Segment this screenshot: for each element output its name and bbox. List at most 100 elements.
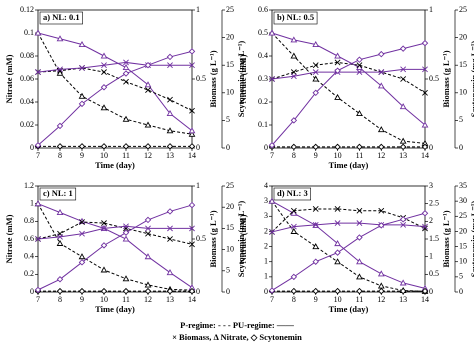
marker xyxy=(100,143,108,150)
marker xyxy=(144,281,152,288)
marker xyxy=(268,29,276,36)
marker xyxy=(144,253,152,260)
marker xyxy=(356,69,363,76)
marker xyxy=(290,227,298,234)
y2-tick-label: 1 xyxy=(429,5,433,14)
y3-tick-label: 5 xyxy=(459,115,463,124)
marker xyxy=(421,287,429,295)
y3-tick-label: 10 xyxy=(459,88,467,97)
caption-line: × Biomass, Δ Nitrate, ◇ Scytonemin xyxy=(172,332,302,342)
marker xyxy=(189,62,195,69)
marker xyxy=(312,75,320,82)
marker xyxy=(312,40,320,48)
y-tick-label: 0.5 xyxy=(258,28,268,37)
marker xyxy=(268,197,276,204)
marker xyxy=(100,242,108,249)
marker xyxy=(166,269,174,276)
marker xyxy=(101,220,107,227)
y3-tick-label: 10 xyxy=(459,257,467,266)
x-tick-label: 14 xyxy=(188,151,196,160)
marker xyxy=(334,143,341,151)
marker xyxy=(101,69,107,76)
marker xyxy=(100,104,108,111)
x-tick-label: 7 xyxy=(270,295,274,304)
marker xyxy=(268,142,276,149)
marker xyxy=(188,201,196,209)
y-tick-label: 0.3 xyxy=(258,74,268,83)
y3-tick-label: 0 xyxy=(459,143,463,152)
marker xyxy=(188,143,196,150)
caption-line: P-regime: - - - PU-regime: —— xyxy=(180,320,294,330)
marker xyxy=(290,69,297,76)
marker xyxy=(78,259,86,266)
x-tick-label: 7 xyxy=(270,151,274,160)
marker xyxy=(334,67,341,74)
marker xyxy=(334,206,341,212)
marker xyxy=(399,45,407,52)
marker xyxy=(56,143,64,150)
y2-tick-label: 1 xyxy=(429,251,433,260)
x-tick-label: 11 xyxy=(122,151,130,160)
marker xyxy=(290,143,298,151)
marker xyxy=(144,61,152,69)
marker xyxy=(166,208,174,215)
marker xyxy=(122,229,130,236)
marker xyxy=(56,69,64,76)
y-tick-label: 2 xyxy=(264,226,268,235)
y3-tick-label: 25 xyxy=(459,5,467,14)
x-tick-label: 8 xyxy=(292,295,296,304)
marker xyxy=(334,220,341,227)
marker xyxy=(56,239,64,246)
marker xyxy=(312,206,319,212)
x-tick-label: 11 xyxy=(356,295,364,304)
y2-tick-label: 1.5 xyxy=(429,234,439,243)
marker xyxy=(166,109,174,117)
panel-title-box xyxy=(39,187,77,201)
y2-axis-title: Biomass (g L⁻¹) xyxy=(441,50,451,107)
marker xyxy=(334,240,341,247)
series-line xyxy=(271,42,426,146)
y-tick-label: 0.1 xyxy=(258,120,268,129)
marker xyxy=(334,287,341,295)
y2-axis-title: Biomass (g L⁻¹) xyxy=(441,210,451,267)
panel-title: d) NL: 3 xyxy=(277,188,308,198)
series-line xyxy=(271,68,425,80)
x-tick-label: 12 xyxy=(377,151,385,160)
y3-axis-title: Scytonemin (mg L⁻¹) xyxy=(469,41,474,118)
x-tick-label: 12 xyxy=(377,295,385,304)
series-line xyxy=(37,203,193,288)
marker xyxy=(422,89,428,96)
y-tick-label: 0 xyxy=(264,143,268,152)
marker xyxy=(78,287,86,295)
y-tick-label: 0.06 xyxy=(20,74,34,83)
marker xyxy=(122,275,130,282)
marker xyxy=(34,200,42,207)
marker xyxy=(166,127,174,134)
y2-tick-label: 0 xyxy=(429,143,433,152)
y3-axis-title: Scytonemin (mg L⁻¹) xyxy=(236,201,246,278)
marker xyxy=(400,221,407,228)
x-tick-label: 9 xyxy=(80,295,84,304)
marker xyxy=(144,216,152,224)
marker xyxy=(100,287,108,295)
marker xyxy=(78,92,86,99)
y2-tick-label: 0 xyxy=(196,287,200,296)
marker xyxy=(312,221,319,228)
marker xyxy=(78,40,86,48)
marker xyxy=(400,66,407,73)
marker xyxy=(188,48,196,55)
marker xyxy=(422,223,428,230)
marker xyxy=(290,73,297,80)
marker xyxy=(290,52,298,59)
marker xyxy=(123,59,129,66)
marker xyxy=(79,65,85,71)
y3-tick-label: 5 xyxy=(226,266,230,275)
marker xyxy=(100,84,108,91)
marker xyxy=(312,287,319,295)
y-tick-label: 3 xyxy=(264,196,268,205)
marker xyxy=(145,87,151,93)
marker xyxy=(356,56,363,63)
y-tick-label: 0.6 xyxy=(24,234,34,243)
x-tick-label: 8 xyxy=(58,295,62,304)
